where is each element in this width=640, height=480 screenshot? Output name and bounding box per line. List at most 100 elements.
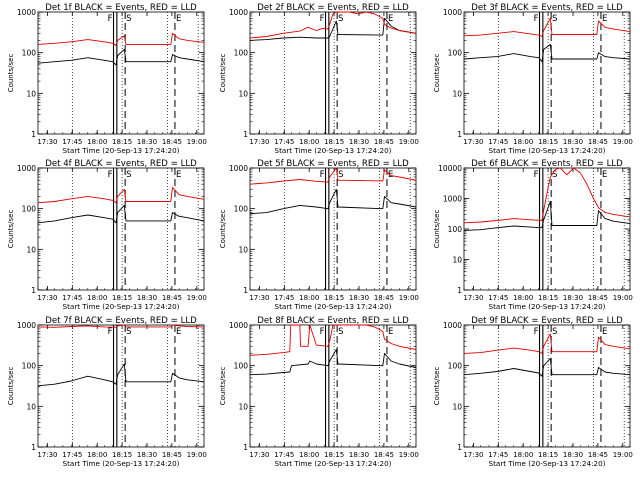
y-tick-label: 1000 bbox=[17, 8, 36, 17]
y-tick-label: 10 bbox=[238, 402, 248, 411]
marker-flag: E bbox=[388, 14, 393, 24]
x-tick-label: 19:00 bbox=[613, 294, 633, 302]
series-lld-line bbox=[249, 11, 417, 39]
marker-flag: F bbox=[534, 170, 539, 180]
panel-title: Det 1f BLACK = Events, RED = LLD bbox=[45, 3, 197, 13]
panel-title: Det 6f BLACK = Events, RED = LLD bbox=[471, 159, 623, 169]
series-events-line bbox=[249, 188, 417, 215]
y-tick-label: 100 bbox=[234, 49, 249, 58]
x-tick-label: 18:30 bbox=[137, 294, 157, 302]
x-tick-label: 18:15 bbox=[324, 138, 344, 146]
series-events-line bbox=[463, 358, 631, 377]
y-tick-label: 10 bbox=[26, 245, 36, 254]
x-tick-label: 17:30 bbox=[37, 294, 57, 302]
x-tick-label: 18:00 bbox=[513, 451, 533, 459]
y-tick-label: 100 bbox=[22, 49, 37, 58]
x-tick-label: 18:30 bbox=[349, 294, 369, 302]
x-axis-label: Start Time (20-Sep-13 17:24:20) bbox=[275, 146, 392, 155]
panel-det4f: Det 4f BLACK = Events, RED = LLD 1 10 100 10… bbox=[7, 159, 207, 311]
marker-flag: S bbox=[552, 327, 557, 337]
marker-flag: E bbox=[176, 327, 181, 337]
x-tick-label: 17:30 bbox=[37, 138, 57, 146]
panel-title: Det 2f BLACK = Events, RED = LLD bbox=[257, 3, 409, 13]
x-tick-label: 18:30 bbox=[349, 451, 369, 459]
series-events-line bbox=[463, 201, 631, 231]
x-tick-label: 18:15 bbox=[538, 294, 558, 302]
x-tick-label: 18:30 bbox=[137, 138, 157, 146]
y-tick-label: 1000 bbox=[443, 8, 462, 17]
x-tick-label: 18:00 bbox=[299, 451, 319, 459]
y-tick-label: 1000 bbox=[17, 164, 36, 173]
x-tick-label: 19:00 bbox=[187, 294, 207, 302]
y-axis-label: Counts/sec bbox=[219, 210, 227, 249]
y-tick-label: 1 bbox=[31, 443, 36, 452]
y-axis-label: Counts/sec bbox=[7, 367, 15, 406]
marker-flag: S bbox=[552, 170, 557, 180]
y-tick-label: 1000 bbox=[229, 321, 248, 330]
marker-flag: F bbox=[534, 327, 539, 337]
marker-flag: E bbox=[602, 170, 607, 180]
series-lld-line bbox=[463, 333, 631, 354]
x-tick-label: 17:30 bbox=[249, 138, 269, 146]
y-tick-label: 1 bbox=[457, 130, 462, 139]
panel-det6f: Det 6f BLACK = Events, RED = LLD 1 10 100 10… bbox=[433, 159, 633, 311]
series-events-line bbox=[37, 204, 205, 224]
x-tick-label: 18:00 bbox=[299, 138, 319, 146]
marker-flag: F bbox=[320, 170, 325, 180]
x-axis-label: Start Time (20-Sep-13 17:24:20) bbox=[275, 302, 392, 311]
plot-frame bbox=[463, 11, 631, 135]
y-tick-label: 10 bbox=[238, 245, 248, 254]
x-tick-label: 17:45 bbox=[62, 138, 82, 146]
x-tick-label: 19:00 bbox=[399, 451, 419, 459]
marker-flag: S bbox=[338, 14, 343, 24]
series-events-line bbox=[249, 349, 417, 376]
marker-flag: E bbox=[388, 327, 393, 337]
marker-flag: S bbox=[126, 14, 131, 24]
y-tick-label: 100 bbox=[448, 49, 463, 58]
panel-det5f: Det 5f BLACK = Events, RED = LLD 1 10 100 10… bbox=[219, 159, 419, 311]
plot-frame bbox=[249, 11, 417, 135]
marker-flag: S bbox=[338, 170, 343, 180]
y-tick-label: 1000 bbox=[443, 195, 462, 204]
x-tick-label: 17:45 bbox=[274, 451, 294, 459]
series-lld-line bbox=[463, 17, 631, 37]
y-tick-label: 1 bbox=[243, 443, 248, 452]
x-tick-label: 19:00 bbox=[613, 451, 633, 459]
marker-flag: S bbox=[338, 327, 343, 337]
y-tick-label: 1 bbox=[31, 286, 36, 295]
series-lld-line bbox=[463, 167, 631, 224]
series-events-line bbox=[37, 48, 205, 66]
x-tick-label: 17:45 bbox=[488, 138, 508, 146]
panel-det1f: Det 1f BLACK = Events, RED = LLD 1 10 100 10… bbox=[7, 3, 207, 155]
panel-title: Det 3f BLACK = Events, RED = LLD bbox=[471, 3, 623, 13]
y-tick-label: 100 bbox=[448, 362, 463, 371]
y-tick-label: 10 bbox=[26, 89, 36, 98]
x-axis-label: Start Time (20-Sep-13 17:24:20) bbox=[489, 302, 606, 311]
panel-title: Det 8f BLACK = Events, RED = LLD bbox=[257, 316, 409, 326]
series-lld-line bbox=[37, 324, 205, 328]
x-axis-label: Start Time (20-Sep-13 17:24:20) bbox=[275, 459, 392, 468]
x-tick-label: 17:45 bbox=[488, 451, 508, 459]
x-tick-label: 18:15 bbox=[538, 138, 558, 146]
x-tick-label: 18:15 bbox=[324, 294, 344, 302]
marker-flag: F bbox=[320, 14, 325, 24]
y-tick-label: 1000 bbox=[17, 321, 36, 330]
x-tick-label: 18:45 bbox=[374, 138, 394, 146]
x-tick-label: 17:45 bbox=[274, 294, 294, 302]
panel-title: Det 9f BLACK = Events, RED = LLD bbox=[471, 316, 623, 326]
x-tick-label: 17:45 bbox=[62, 294, 82, 302]
x-tick-label: 18:30 bbox=[563, 138, 583, 146]
series-lld-line bbox=[37, 187, 205, 204]
marker-flag: E bbox=[176, 14, 181, 24]
marker-flag: E bbox=[176, 170, 181, 180]
series-events-line bbox=[249, 17, 417, 41]
y-tick-label: 1 bbox=[31, 130, 36, 139]
series-lld-line bbox=[249, 324, 417, 356]
x-tick-label: 17:45 bbox=[274, 138, 294, 146]
y-axis-label: Counts/sec bbox=[219, 367, 227, 406]
plot-frame bbox=[37, 324, 205, 448]
y-tick-label: 1 bbox=[457, 286, 462, 295]
marker-flag: F bbox=[320, 327, 325, 337]
x-tick-label: 18:30 bbox=[137, 451, 157, 459]
panel-det2f: Det 2f BLACK = Events, RED = LLD 1 10 100 10… bbox=[219, 3, 419, 155]
